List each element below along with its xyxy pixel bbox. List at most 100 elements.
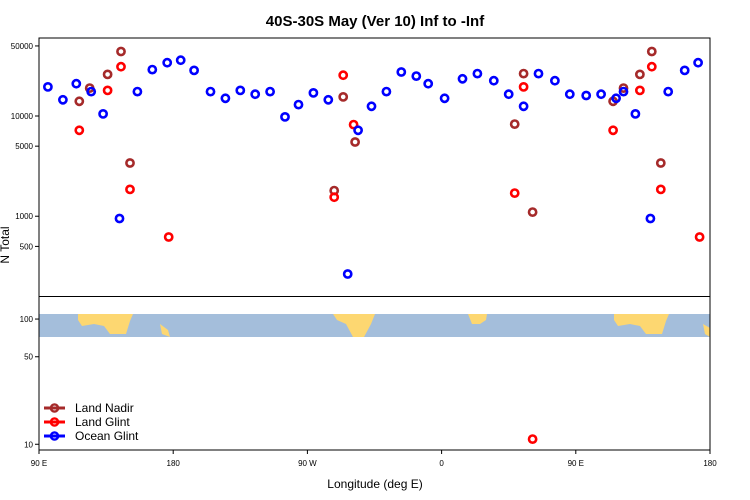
point-ocean-glint (693, 57, 703, 68)
land-australia-repeat (614, 314, 669, 334)
point-ocean-glint (250, 89, 261, 100)
legend-marker-land-nadir (49, 403, 60, 413)
point-ocean-glint (265, 86, 275, 97)
y-axis-lower: 10 50 100 (20, 315, 39, 449)
y-tick-label: 10 (24, 440, 33, 449)
point-ocean-glint (611, 93, 621, 104)
point-land-glint (646, 61, 657, 72)
point-ocean-glint (550, 75, 560, 86)
legend-label-land-glint: Land Glint (75, 415, 130, 429)
point-ocean-glint (342, 269, 353, 279)
point-land-glint (329, 192, 340, 203)
point-ocean-glint (162, 57, 173, 68)
point-ocean-glint (381, 86, 392, 97)
y-tick-label: 1000 (15, 212, 33, 221)
legend-marker-land-glint (49, 417, 60, 427)
point-land-nadir (350, 137, 360, 147)
point-ocean-glint (423, 78, 434, 89)
legend: Land Nadir Land Glint Ocean Glint (44, 401, 139, 443)
land-new-zealand (160, 324, 170, 337)
point-land-nadir (509, 119, 520, 129)
map-strip (39, 314, 710, 337)
point-land-nadir (338, 92, 349, 102)
point-ocean-glint (663, 86, 674, 97)
plot-border (38, 37, 711, 451)
point-ocean-glint (353, 125, 363, 136)
point-ocean-glint (439, 93, 450, 104)
point-ocean-glint (175, 55, 186, 66)
y-tick-label: 5000 (15, 142, 33, 151)
point-land-glint (655, 184, 666, 195)
point-ocean-glint (189, 65, 199, 76)
point-ocean-glint (533, 68, 544, 79)
point-land-nadir (74, 96, 85, 107)
point-land-glint (102, 85, 113, 96)
point-ocean-glint (293, 99, 304, 110)
point-land-nadir (635, 69, 645, 80)
land-south-america (333, 314, 375, 337)
point-ocean-glint (147, 64, 158, 75)
point-ocean-glint (71, 78, 82, 89)
point-ocean-glint (679, 65, 690, 76)
x-tick-label: 180 (167, 459, 181, 468)
point-ocean-glint (235, 85, 246, 96)
point-ocean-glint (472, 68, 483, 79)
point-ocean-glint (114, 213, 125, 224)
x-tick-label: 90 E (31, 459, 47, 468)
point-ocean-glint (488, 75, 499, 86)
point-land-nadir (618, 83, 629, 93)
x-tick-label: 90 W (298, 459, 317, 468)
point-land-glint (694, 232, 705, 242)
point-land-glint (125, 184, 135, 195)
point-ocean-glint (220, 93, 231, 104)
point-land-glint (608, 125, 618, 136)
point-ocean-glint (98, 109, 108, 119)
x-axis: 90 E 180 90 W 0 90 E 180 (31, 450, 717, 468)
x-tick-label: 180 (703, 459, 717, 468)
point-ocean-glint (618, 86, 629, 97)
point-land-nadir (518, 68, 529, 79)
point-ocean-glint (630, 109, 641, 119)
point-ocean-glint (280, 112, 290, 122)
point-land-glint (635, 85, 645, 96)
plot-frames (38, 37, 711, 451)
point-ocean-glint (205, 86, 216, 97)
x-tick-label: 90 E (568, 459, 584, 468)
y-axis-upper: 500 1000 5000 10000 50000 (11, 42, 39, 251)
y-axis-label: N Total (0, 226, 12, 263)
point-land-glint (509, 188, 520, 198)
point-ocean-glint (457, 73, 468, 84)
point-land-glint (348, 119, 359, 130)
point-land-glint (74, 125, 85, 136)
legend-label-ocean-glint: Ocean Glint (75, 429, 139, 443)
point-land-nadir (102, 69, 113, 80)
y-tick-label: 100 (20, 315, 34, 324)
point-ocean-glint (596, 89, 606, 100)
y-tick-label: 10000 (11, 112, 34, 121)
x-axis-label: Longitude (deg E) (327, 477, 422, 491)
point-ocean-glint (43, 82, 53, 92)
point-ocean-glint (58, 94, 68, 105)
point-ocean-glint (411, 71, 422, 81)
point-land-glint (163, 232, 174, 242)
legend-label-land-nadir: Land Nadir (75, 401, 134, 415)
point-ocean-glint (86, 86, 97, 97)
data-points (43, 46, 705, 444)
point-land-glint (527, 434, 538, 444)
point-land-nadir (527, 207, 538, 217)
y-tick-label: 500 (20, 242, 34, 251)
point-ocean-glint (396, 67, 407, 77)
point-ocean-glint (308, 88, 319, 98)
ocean-band (39, 314, 710, 337)
point-land-nadir (125, 158, 135, 168)
point-ocean-glint (366, 101, 377, 112)
point-ocean-glint (132, 86, 143, 97)
legend-marker-ocean-glint (49, 431, 60, 441)
point-land-nadir (116, 46, 126, 57)
land-south-africa (468, 314, 487, 324)
point-land-glint (116, 61, 126, 72)
point-ocean-glint (645, 213, 656, 224)
point-ocean-glint (323, 94, 334, 105)
x-tick-label: 0 (439, 459, 444, 468)
